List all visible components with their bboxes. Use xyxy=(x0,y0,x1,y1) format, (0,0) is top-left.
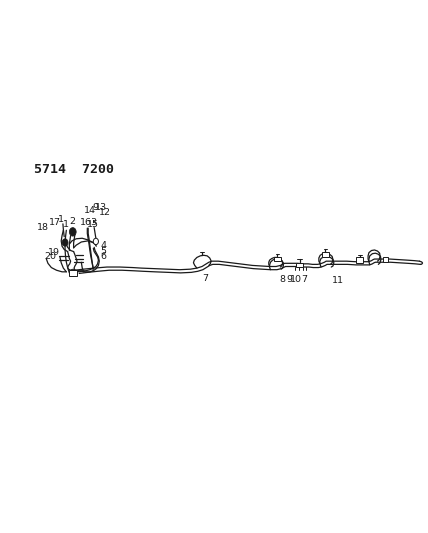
Bar xyxy=(274,256,281,261)
Text: 8: 8 xyxy=(279,276,285,284)
Text: 1: 1 xyxy=(63,221,69,229)
Text: 12: 12 xyxy=(99,208,111,216)
Text: 16: 16 xyxy=(80,219,92,227)
Text: 7: 7 xyxy=(301,276,307,284)
Text: 15: 15 xyxy=(87,221,99,229)
Bar xyxy=(69,270,77,276)
Text: 14: 14 xyxy=(84,206,96,215)
Text: 17: 17 xyxy=(49,219,61,227)
Text: 5714  7200: 5714 7200 xyxy=(34,163,114,175)
Text: 19: 19 xyxy=(48,248,59,256)
Text: 6: 6 xyxy=(101,253,107,261)
Bar xyxy=(383,257,388,262)
Text: 13: 13 xyxy=(95,204,107,212)
Text: 9: 9 xyxy=(286,276,292,284)
Text: 3: 3 xyxy=(90,219,96,227)
Text: 10: 10 xyxy=(290,276,302,284)
Text: 11: 11 xyxy=(332,277,344,285)
Bar xyxy=(356,257,363,263)
Text: 1: 1 xyxy=(58,215,64,224)
Text: 7: 7 xyxy=(202,274,208,283)
Circle shape xyxy=(62,239,68,246)
Bar xyxy=(296,263,303,268)
Text: 4: 4 xyxy=(101,241,107,249)
Text: 5: 5 xyxy=(101,247,107,256)
Text: 20: 20 xyxy=(45,253,56,261)
Circle shape xyxy=(93,238,98,245)
Text: 9: 9 xyxy=(92,204,98,212)
Text: 2: 2 xyxy=(69,217,75,225)
Circle shape xyxy=(70,269,76,277)
Circle shape xyxy=(69,228,76,236)
Bar xyxy=(322,252,329,257)
Text: 18: 18 xyxy=(37,223,49,232)
